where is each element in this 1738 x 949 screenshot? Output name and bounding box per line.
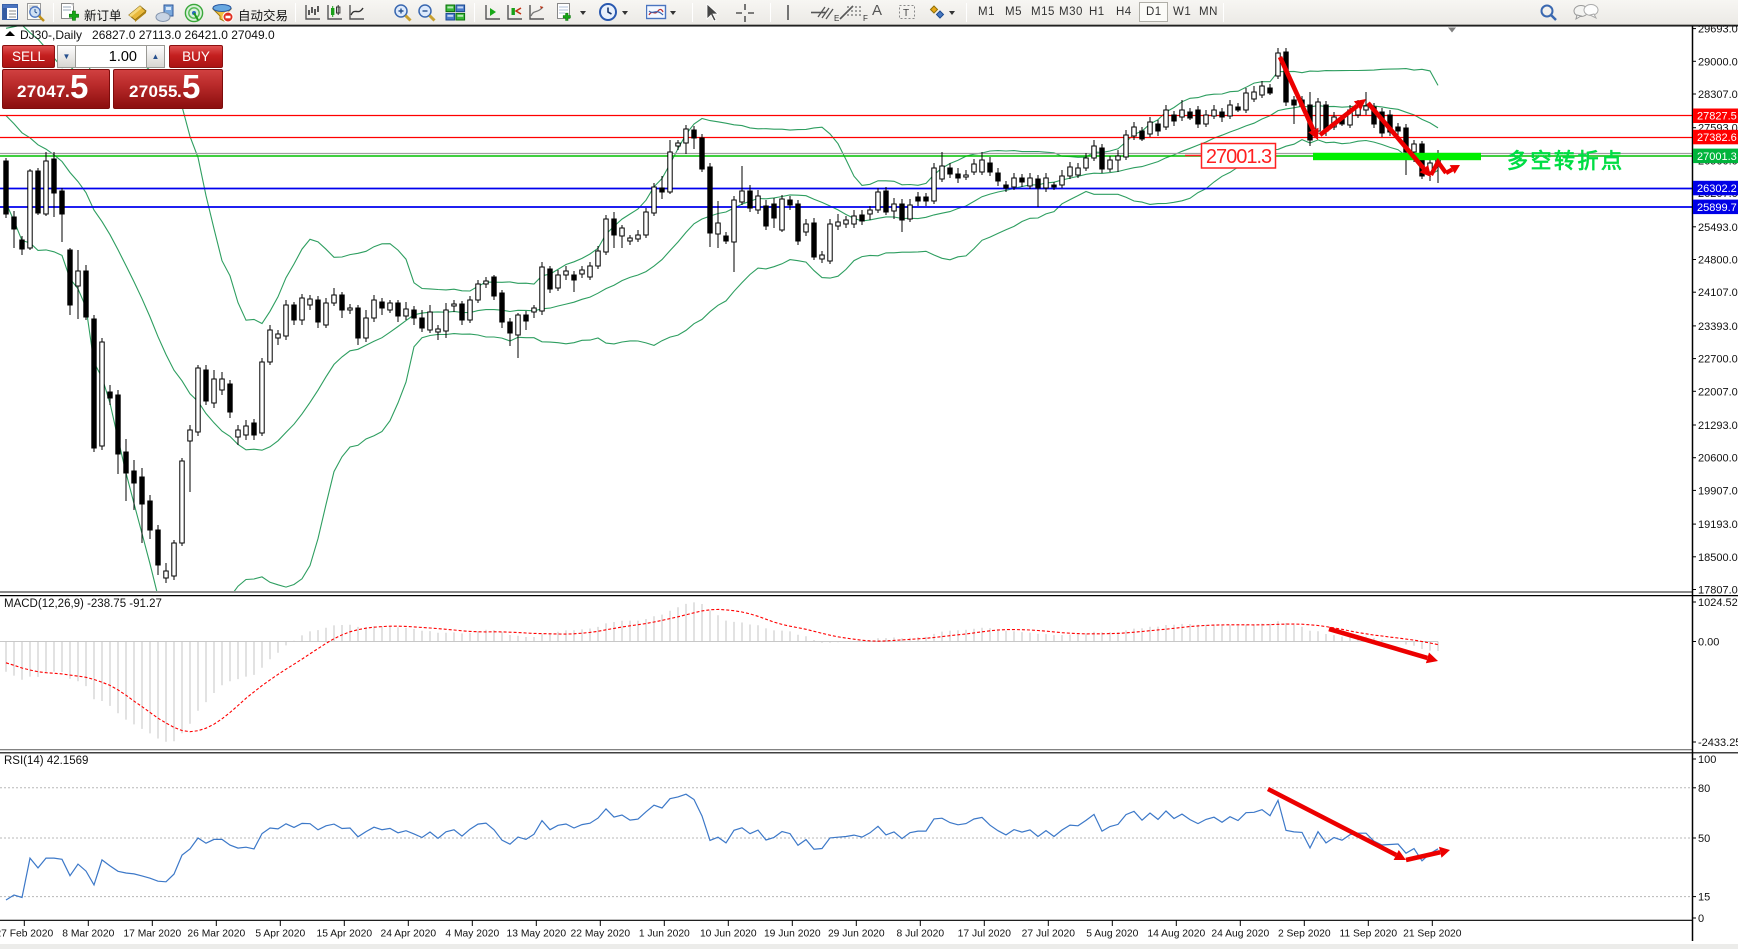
svg-text:11 Sep 2020: 11 Sep 2020 xyxy=(1339,929,1397,940)
svg-text:22007.0: 22007.0 xyxy=(1698,386,1738,398)
svg-text:19 Jun 2020: 19 Jun 2020 xyxy=(764,929,821,940)
svg-text:1 Jun 2020: 1 Jun 2020 xyxy=(639,929,690,940)
svg-text:27827.5: 27827.5 xyxy=(1697,111,1737,123)
svg-text:E: E xyxy=(834,14,839,23)
svg-text:MACD(12,26,9) -238.75 -91.27: MACD(12,26,9) -238.75 -91.27 xyxy=(4,598,162,610)
svg-text:22 May 2020: 22 May 2020 xyxy=(571,929,631,940)
svg-text:8 Jul 2020: 8 Jul 2020 xyxy=(897,929,945,940)
svg-text:22700.0: 22700.0 xyxy=(1698,354,1738,366)
svg-text:80: 80 xyxy=(1698,783,1710,795)
svg-text:多空转折点: 多空转折点 xyxy=(1507,149,1625,173)
svg-text:0.00: 0.00 xyxy=(1698,637,1719,649)
svg-text:24800.0: 24800.0 xyxy=(1698,255,1738,267)
svg-text:19907.0: 19907.0 xyxy=(1698,485,1738,497)
svg-text:19193.0: 19193.0 xyxy=(1698,519,1738,531)
svg-text:26 Mar 2020: 26 Mar 2020 xyxy=(187,929,245,940)
svg-text:24107.0: 24107.0 xyxy=(1698,287,1738,299)
svg-text:24 Apr 2020: 24 Apr 2020 xyxy=(381,929,437,940)
svg-text:25493.0: 25493.0 xyxy=(1698,222,1738,234)
svg-text:18500.0: 18500.0 xyxy=(1698,552,1738,564)
svg-text:DJ30-,Daily 26827.0 27113.0: DJ30-,Daily 26827.0 27113.0 26421.0 2704… xyxy=(20,28,275,42)
svg-text:5 Apr 2020: 5 Apr 2020 xyxy=(255,929,305,940)
svg-text:15: 15 xyxy=(1698,892,1710,904)
svg-text:14 Aug 2020: 14 Aug 2020 xyxy=(1147,929,1205,940)
svg-text:50: 50 xyxy=(1698,833,1710,845)
svg-text:29693.0: 29693.0 xyxy=(1698,24,1738,36)
svg-text:29 Jun 2020: 29 Jun 2020 xyxy=(828,929,885,940)
svg-text:27382.6: 27382.6 xyxy=(1697,132,1737,144)
svg-text:27001.3: 27001.3 xyxy=(1697,151,1737,163)
svg-text:21293.0: 21293.0 xyxy=(1698,420,1738,432)
svg-text:T: T xyxy=(903,8,909,19)
svg-text:-2433.25: -2433.25 xyxy=(1698,737,1738,749)
svg-text:26302.2: 26302.2 xyxy=(1697,183,1737,195)
svg-text:100: 100 xyxy=(1698,754,1716,766)
svg-text:24 Aug 2020: 24 Aug 2020 xyxy=(1211,929,1269,940)
svg-text:17807.0: 17807.0 xyxy=(1698,585,1738,597)
svg-text:13 May 2020: 13 May 2020 xyxy=(507,929,567,940)
svg-text:0: 0 xyxy=(1698,913,1704,925)
svg-text:23393.0: 23393.0 xyxy=(1698,321,1738,333)
svg-text:10 Jun 2020: 10 Jun 2020 xyxy=(700,929,757,940)
svg-text:RSI(14) 42.1569: RSI(14) 42.1569 xyxy=(4,755,88,767)
svg-text:21 Sep 2020: 21 Sep 2020 xyxy=(1403,929,1462,940)
svg-text:8 Mar 2020: 8 Mar 2020 xyxy=(62,929,114,940)
svg-text:4 May 2020: 4 May 2020 xyxy=(445,929,499,940)
svg-text:17 Mar 2020: 17 Mar 2020 xyxy=(123,929,181,940)
svg-text:27 Feb 2020: 27 Feb 2020 xyxy=(0,929,53,940)
svg-text:28307.0: 28307.0 xyxy=(1698,89,1738,101)
svg-text:5 Aug 2020: 5 Aug 2020 xyxy=(1086,929,1138,940)
svg-text:27001.3: 27001.3 xyxy=(1206,146,1272,168)
svg-text:20600.0: 20600.0 xyxy=(1698,453,1738,465)
svg-text:2 Sep 2020: 2 Sep 2020 xyxy=(1278,929,1331,940)
svg-text:1024.52: 1024.52 xyxy=(1698,597,1738,609)
svg-text:25899.7: 25899.7 xyxy=(1697,202,1737,214)
svg-text:F: F xyxy=(863,14,868,23)
svg-text:29000.0: 29000.0 xyxy=(1698,56,1738,68)
svg-text:17 Jul 2020: 17 Jul 2020 xyxy=(958,929,1012,940)
svg-text:15 Apr 2020: 15 Apr 2020 xyxy=(317,929,373,940)
svg-text:27 Jul 2020: 27 Jul 2020 xyxy=(1022,929,1076,940)
